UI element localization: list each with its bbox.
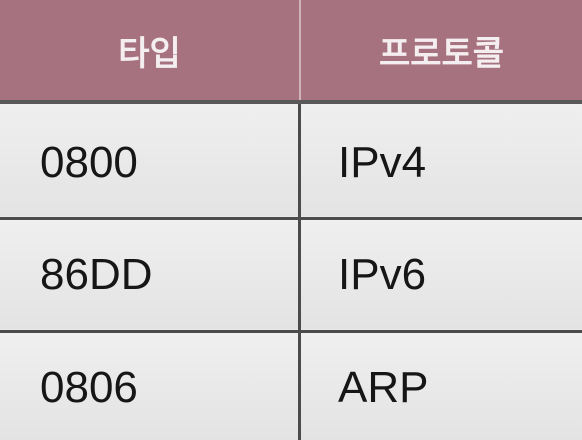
table-row: 0800 IPv4 (0, 108, 582, 218)
row-background (0, 332, 582, 440)
row-divider (0, 330, 582, 333)
table-row: 86DD IPv6 (0, 222, 582, 328)
row-background (0, 219, 582, 329)
cell-type: 0806 (40, 362, 138, 412)
row-background (0, 104, 582, 216)
table-header: 타입 프로토콜 (0, 0, 582, 104)
cell-protocol: ARP (338, 362, 429, 412)
cell-protocol: IPv4 (338, 138, 427, 187)
header-protocol: 프로토콜 (378, 33, 505, 74)
cell-type: 0800 (40, 138, 138, 187)
row-divider (0, 217, 582, 220)
column-divider (298, 104, 301, 440)
header-divider (299, 0, 301, 100)
cell-protocol: IPv6 (338, 250, 427, 299)
table-row: 0806 ARP (0, 335, 582, 440)
cell-type: 86DD (40, 250, 153, 299)
header-type: 타입 (118, 33, 181, 74)
